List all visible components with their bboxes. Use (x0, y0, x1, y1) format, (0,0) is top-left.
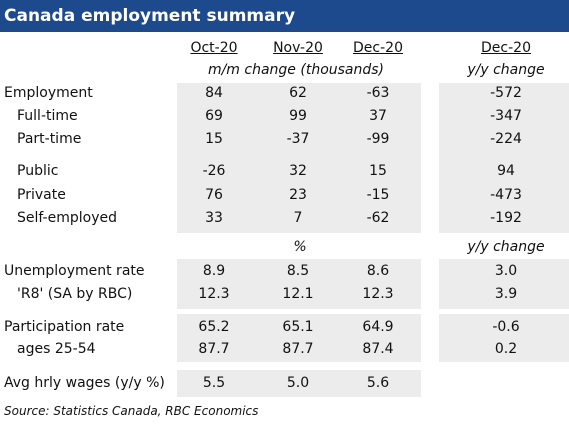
cell-value: 8.9 (202, 263, 226, 279)
subheader-percent: % (293, 239, 307, 255)
cell-value: 7 (293, 210, 303, 226)
panel-mm-1 (177, 83, 421, 233)
cell-value: 12.3 (362, 286, 394, 302)
cell-value: -473 (490, 187, 522, 203)
cell-value: 8.5 (286, 263, 310, 279)
col-header-oct: Oct-20 (190, 40, 238, 56)
row-label: Full-time (17, 108, 78, 124)
panel-mm-2 (177, 259, 421, 309)
row-label: Unemployment rate (4, 263, 145, 279)
row-label: 'R8' (SA by RBC) (17, 286, 133, 302)
cell-value: 87.4 (362, 341, 394, 357)
col-header-dec: Dec-20 (353, 40, 403, 56)
cell-value: 65.2 (198, 319, 230, 335)
cell-value: 5.5 (202, 375, 226, 391)
row-label: Employment (4, 85, 93, 101)
row-label: Avg hrly wages (y/y %) (4, 375, 165, 391)
cell-value: -0.6 (492, 319, 520, 335)
cell-value: 5.0 (286, 375, 310, 391)
cell-value: 69 (205, 108, 223, 124)
cell-value: -37 (286, 131, 310, 147)
cell-value: 37 (369, 108, 387, 124)
cell-value: 12.1 (282, 286, 314, 302)
cell-value: 94 (497, 163, 515, 179)
row-label: Participation rate (4, 319, 125, 335)
cell-value: 3.0 (494, 263, 518, 279)
cell-value: 32 (289, 163, 307, 179)
subheader-mm-change: m/m change (thousands) (207, 62, 385, 78)
cell-value: 5.6 (366, 375, 390, 391)
cell-value: -99 (366, 131, 390, 147)
cell-value: -224 (490, 131, 522, 147)
cell-value: 99 (289, 108, 307, 124)
cell-value: 12.3 (198, 286, 230, 302)
row-label: Self-employed (17, 210, 117, 226)
panel-yy-2 (439, 259, 569, 309)
panel-mm-4 (177, 370, 421, 397)
cell-value: -192 (490, 210, 522, 226)
cell-value: 3.9 (494, 286, 518, 302)
cell-value: 84 (205, 85, 223, 101)
page-title: Canada employment summary (0, 0, 569, 32)
cell-value: -62 (366, 210, 390, 226)
cell-value: 15 (369, 163, 387, 179)
cell-value: 76 (205, 187, 223, 203)
cell-value: 65.1 (282, 319, 314, 335)
cell-value: 62 (289, 85, 307, 101)
col-header-dec-yy: Dec-20 (481, 40, 531, 56)
cell-value: 15 (205, 131, 223, 147)
row-label: Private (17, 187, 66, 203)
source-note: Source: Statistics Canada, RBC Economics (4, 404, 259, 418)
cell-value: -572 (490, 85, 522, 101)
panel-mm-3 (177, 314, 421, 362)
cell-value: 33 (205, 210, 223, 226)
cell-value: 8.6 (366, 263, 390, 279)
subheader-yy-change-2: y/y change (467, 239, 545, 255)
cell-value: 23 (289, 187, 307, 203)
cell-value: 0.2 (494, 341, 518, 357)
row-label: Public (17, 163, 59, 179)
col-header-nov: Nov-20 (273, 40, 323, 56)
row-label: ages 25-54 (17, 341, 96, 357)
cell-value: 64.9 (362, 319, 394, 335)
cell-value: 87.7 (198, 341, 230, 357)
cell-value: -347 (490, 108, 522, 124)
row-label: Part-time (17, 131, 82, 147)
panel-yy-3 (439, 314, 569, 362)
cell-value: -15 (366, 187, 390, 203)
cell-value: -26 (202, 163, 226, 179)
cell-value: 87.7 (282, 341, 314, 357)
subheader-yy-change: y/y change (467, 62, 545, 78)
panel-yy-1 (439, 83, 569, 233)
cell-value: -63 (366, 85, 390, 101)
